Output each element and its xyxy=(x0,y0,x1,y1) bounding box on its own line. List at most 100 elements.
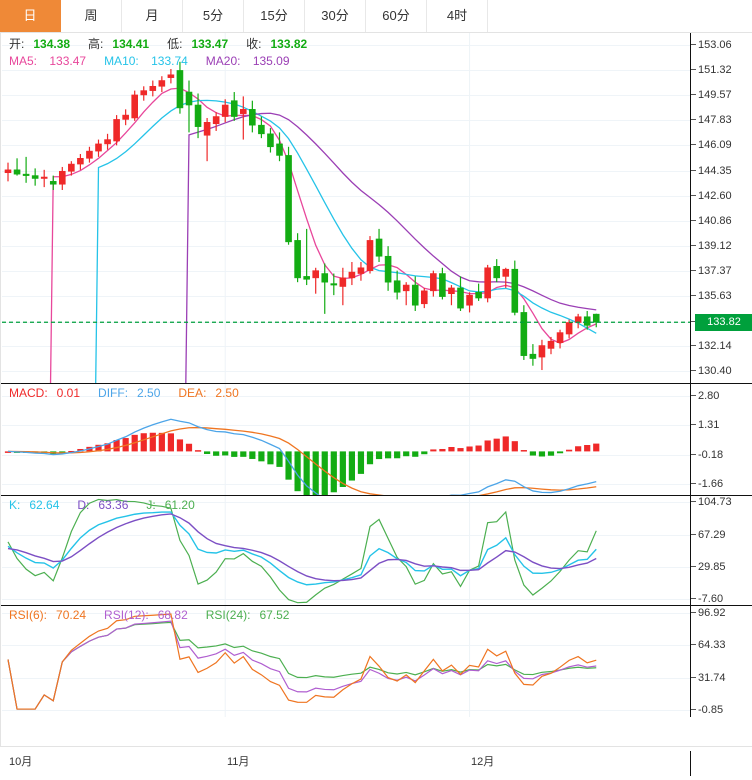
macd-histogram-bar xyxy=(321,451,328,495)
macd-histogram-bar xyxy=(249,451,256,459)
rsi6-label: RSI(6): xyxy=(9,608,48,622)
candle xyxy=(592,313,600,328)
macd-histogram-bar xyxy=(204,451,211,454)
price-legend-ma: MA5: 133.47 MA10: 133.74 MA20: 135.09 xyxy=(9,54,308,69)
macd-histogram-bar xyxy=(294,451,301,492)
tab-60分[interactable]: 60分 xyxy=(366,0,427,32)
candle xyxy=(86,146,93,163)
candle xyxy=(77,153,84,170)
price-plot[interactable] xyxy=(2,33,690,383)
dea-label: DEA: xyxy=(178,386,207,400)
tab-4时[interactable]: 4时 xyxy=(427,0,488,32)
candle xyxy=(384,246,392,291)
candle xyxy=(375,228,383,263)
axis-tick xyxy=(691,270,696,272)
macd-histogram-bar xyxy=(502,436,509,452)
rsi-plot[interactable] xyxy=(2,606,690,717)
axis-tick xyxy=(691,321,696,323)
diff-label: DIFF: xyxy=(98,386,129,400)
kdj-plot[interactable] xyxy=(2,496,690,605)
macd-histogram-bar xyxy=(348,451,355,481)
panel-divider-1 xyxy=(1,383,752,384)
candle xyxy=(520,305,528,360)
macd-histogram-bar xyxy=(330,451,337,493)
ma20-value: 135.09 xyxy=(252,54,290,68)
macd-histogram-bar xyxy=(59,451,66,453)
macd-histogram-bar xyxy=(68,450,75,453)
candle xyxy=(230,92,238,121)
axis-tick-label: 137.37 xyxy=(698,265,732,278)
candle xyxy=(484,264,491,303)
tab-30分[interactable]: 30分 xyxy=(305,0,366,32)
k-label: K: xyxy=(9,498,21,512)
candle xyxy=(31,168,39,186)
macd-histogram-bar xyxy=(276,451,283,467)
macd-histogram-bar xyxy=(538,451,546,457)
macd-histogram-bar xyxy=(412,451,419,457)
axis-tick xyxy=(691,644,696,646)
axis-tick xyxy=(691,394,696,396)
macd-legend: MACD: 0.01 DIFF: 2.50 DEA: 2.50 xyxy=(9,386,257,401)
axis-tick xyxy=(691,144,696,146)
macd-histogram-bar xyxy=(77,448,84,452)
tab-日[interactable]: 日 xyxy=(0,0,61,32)
macd-histogram-bar xyxy=(339,451,346,487)
ma5-label: MA5: xyxy=(9,54,38,68)
candle xyxy=(140,86,148,101)
axis-tick-label: 96.92 xyxy=(698,607,726,620)
candle xyxy=(420,287,428,309)
price-y-axis: 153.06 151.32 149.57 147.83 146.09 144.35 142.… xyxy=(690,33,752,383)
macd-histogram-bar xyxy=(104,443,111,452)
macd-y-axis: 2.80 1.31 -0.18 -1.66 xyxy=(690,384,752,495)
macd-histogram-bar xyxy=(113,440,120,452)
macd-histogram-bar xyxy=(258,451,265,462)
axis-tick xyxy=(691,169,696,171)
macd-histogram-bar xyxy=(430,449,437,452)
axis-tick xyxy=(691,501,696,503)
axis-tick-label: 67.29 xyxy=(698,528,726,541)
tab-5分[interactable]: 5分 xyxy=(183,0,244,32)
axis-tick-label: 64.33 xyxy=(698,639,726,652)
x-axis-label: 12月 xyxy=(471,756,495,768)
macd-histogram-bar xyxy=(421,451,428,455)
tabbar-filler xyxy=(488,0,752,32)
candle xyxy=(448,285,455,306)
macd-histogram-bar xyxy=(303,451,310,495)
macd-histogram-bar xyxy=(167,433,174,452)
rsi-panel: 96.92 64.33 31.74 -0.85 RSI(6): 70.24 RSI(12)… xyxy=(1,606,752,717)
macd-histogram-bar xyxy=(357,451,365,474)
tab-周[interactable]: 周 xyxy=(61,0,122,32)
rsi12-label: RSI(12): xyxy=(104,608,149,622)
d-label: D: xyxy=(77,498,90,512)
macd-histogram-bar xyxy=(448,446,455,452)
candle xyxy=(466,292,473,313)
axis-tick xyxy=(691,194,696,196)
macd-histogram-bar xyxy=(566,449,573,452)
candle xyxy=(511,260,519,316)
tab-月[interactable]: 月 xyxy=(122,0,183,32)
tab-15分[interactable]: 15分 xyxy=(244,0,305,32)
macd-histogram-bar xyxy=(439,448,446,452)
macd-histogram-bar xyxy=(366,451,374,465)
candle xyxy=(529,344,537,366)
rsi-y-axis: 96.92 64.33 31.74 -0.85 xyxy=(690,606,752,717)
candle xyxy=(430,270,437,297)
candle xyxy=(357,262,365,281)
axis-tick-label: 130.40 xyxy=(698,365,732,378)
macd-plot[interactable] xyxy=(2,384,690,495)
axis-tick-label: 147.83 xyxy=(698,114,732,127)
open-value: 134.38 xyxy=(33,37,71,51)
candle xyxy=(538,339,546,371)
axis-tick-label: 153.06 xyxy=(698,39,732,52)
x-axis-label: 11月 xyxy=(227,756,250,768)
axis-tick-label: 151.32 xyxy=(698,64,732,77)
d-value: 63.36 xyxy=(98,498,129,512)
kdj-legend: K: 62.64 D: 63.36 J: 61.20 xyxy=(9,498,213,513)
axis-tick-label: -0.18 xyxy=(698,448,724,461)
candle xyxy=(95,139,102,157)
candle xyxy=(393,270,401,300)
axis-tick xyxy=(691,612,696,614)
dea-value: 2.50 xyxy=(215,386,239,400)
candle xyxy=(574,313,582,329)
candle xyxy=(366,236,374,274)
